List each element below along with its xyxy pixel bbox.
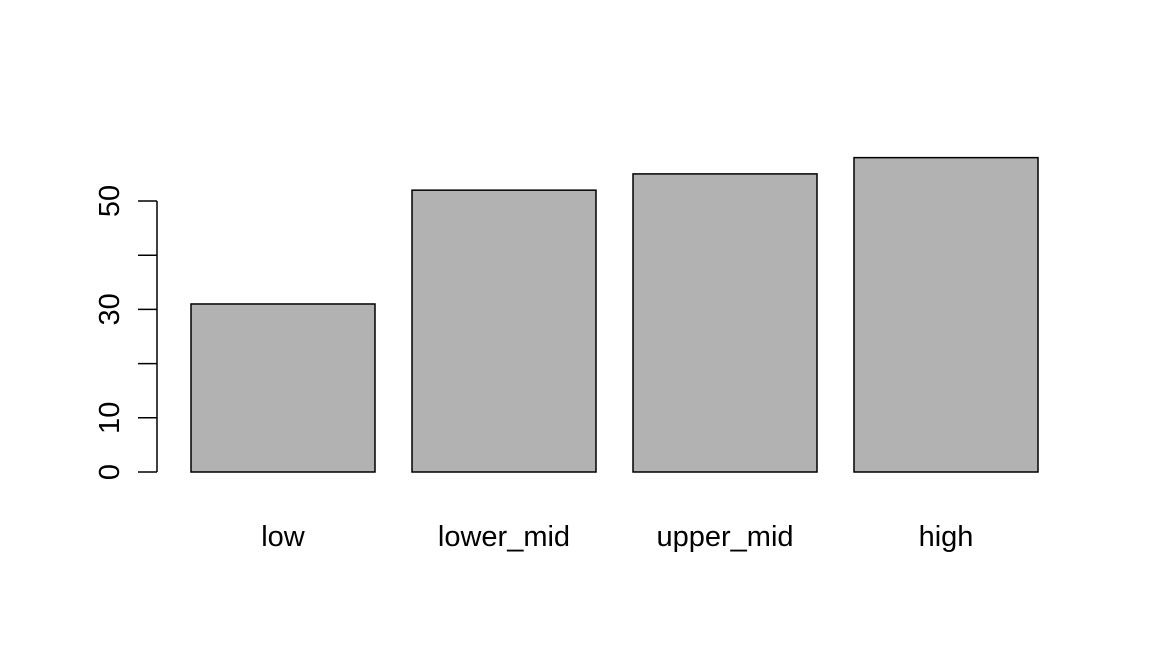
y-tick-label-30: 30: [94, 293, 126, 325]
x-axis-labels: low lower_mid upper_mid high: [261, 521, 973, 553]
x-label-low: low: [261, 521, 306, 553]
x-label-upper_mid: upper_mid: [656, 521, 793, 553]
x-label-high: high: [919, 521, 974, 553]
y-axis: 0 10 30 50: [94, 185, 158, 480]
y-tick-label-50: 50: [94, 185, 126, 217]
bar-lower_mid: [411, 189, 597, 473]
bar-upper_mid: [632, 173, 818, 473]
x-label-lower_mid: lower_mid: [438, 521, 570, 553]
bar-low: [190, 303, 376, 473]
bar-high: [853, 156, 1039, 473]
y-tick-label-10: 10: [94, 402, 126, 434]
bars-group: [190, 156, 1039, 473]
y-tick-label-0: 0: [94, 464, 126, 480]
